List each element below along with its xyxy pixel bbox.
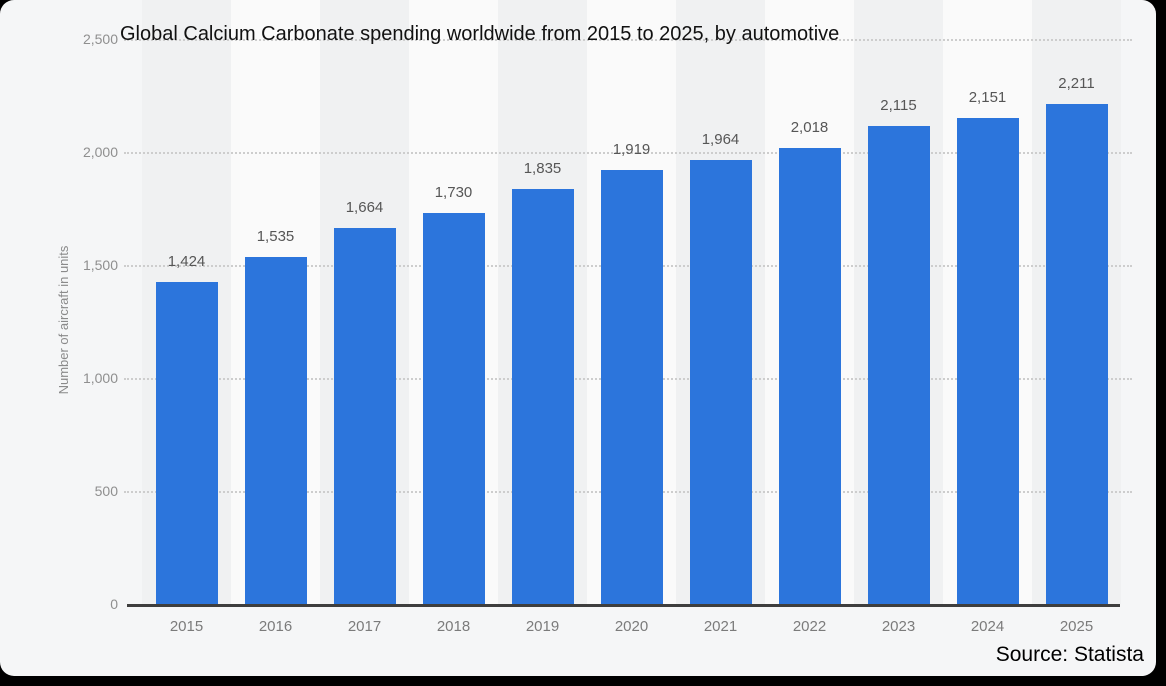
value-label-2020: 1,919 (612, 141, 651, 159)
x-axis-label-2023: 2023 (881, 618, 916, 635)
x-axis-label-2019: 2019 (525, 618, 560, 635)
bar-2022 (778, 147, 841, 604)
gridline-2000 (124, 151, 1132, 154)
x-axis-label-2017: 2017 (347, 618, 382, 635)
x-axis-label-2025: 2025 (1059, 618, 1094, 635)
x-axis-label-2020: 2020 (614, 618, 649, 635)
bar-2024 (956, 117, 1019, 604)
bar-2015 (155, 282, 218, 604)
chart-title: Global Calcium Carbonate spending worldw… (120, 23, 840, 45)
x-axis-line (127, 604, 1120, 607)
y-tick-label-1000: 1,000 (82, 369, 118, 386)
value-label-2016: 1,535 (256, 227, 295, 245)
bar-2019 (511, 189, 574, 604)
value-label-2022: 2,018 (790, 118, 829, 136)
chart-panel: Number of aircraft in units Global Calci… (0, 0, 1156, 676)
value-label-2017: 1,664 (345, 198, 384, 216)
x-axis-label-2022: 2022 (792, 618, 827, 635)
value-label-2025: 2,211 (1058, 75, 1095, 93)
value-label-2018: 1,730 (434, 183, 473, 201)
bar-2021 (689, 159, 752, 604)
y-tick-label-2000: 2,000 (82, 143, 118, 160)
bar-2020 (600, 170, 663, 604)
x-axis-label-2021: 2021 (703, 618, 738, 635)
value-label-2021: 1,964 (701, 130, 740, 148)
bar-2018 (422, 212, 485, 604)
gridline-2500 (124, 38, 1132, 41)
y-tick-label-2500: 2,500 (82, 30, 118, 47)
y-tick-label-500: 500 (94, 482, 118, 499)
y-tick-label-0: 0 (110, 596, 118, 612)
bar-2017 (333, 227, 396, 604)
value-label-2024: 2,151 (968, 88, 1007, 106)
x-axis-label-2015: 2015 (169, 618, 204, 635)
x-axis-label-2024: 2024 (970, 618, 1005, 635)
source-note: Source: Statista (995, 643, 1144, 666)
x-axis-label-2016: 2016 (258, 618, 293, 635)
value-label-2023: 2,115 (880, 96, 917, 114)
value-label-2015: 1,424 (167, 253, 206, 271)
bar-2025 (1045, 104, 1108, 604)
y-tick-label-1500: 1,500 (82, 256, 118, 273)
bar-2023 (867, 125, 930, 604)
bar-2016 (244, 256, 307, 604)
x-axis-label-2018: 2018 (436, 618, 471, 635)
value-label-2019: 1,835 (523, 160, 562, 178)
y-axis-title: Number of aircraft in units (56, 245, 71, 395)
